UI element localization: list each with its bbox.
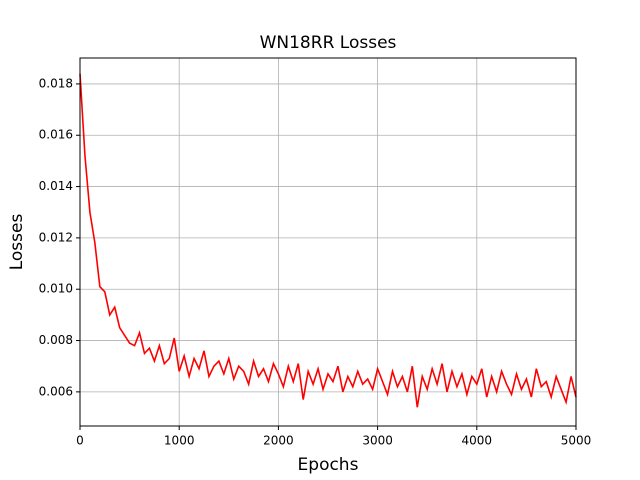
- plot-frame: [79, 57, 577, 427]
- y-axis-label: Losses: [7, 214, 27, 271]
- y-tick-label: 0.006: [39, 384, 73, 398]
- x-tick-label: 2000: [263, 434, 294, 448]
- x-tick-label: 0: [76, 434, 84, 448]
- line: [79, 73, 577, 408]
- chart-title: WN18RR Losses: [260, 33, 397, 53]
- y-tick-label: 0.010: [39, 282, 73, 296]
- y-tick-label: 0.016: [39, 128, 73, 142]
- x-tick-label: 1000: [164, 434, 195, 448]
- y-tick-label: 0.014: [39, 179, 73, 193]
- x-tick-label: 3000: [362, 434, 393, 448]
- x-axis-label: Epochs: [298, 455, 359, 475]
- y-tick-label: 0.012: [39, 230, 73, 244]
- x-tick-label: 4000: [462, 434, 493, 448]
- x-tick-label: 5000: [561, 434, 592, 448]
- y-tick-label: 0.018: [39, 76, 73, 90]
- y-tick-label: 0.008: [39, 333, 73, 347]
